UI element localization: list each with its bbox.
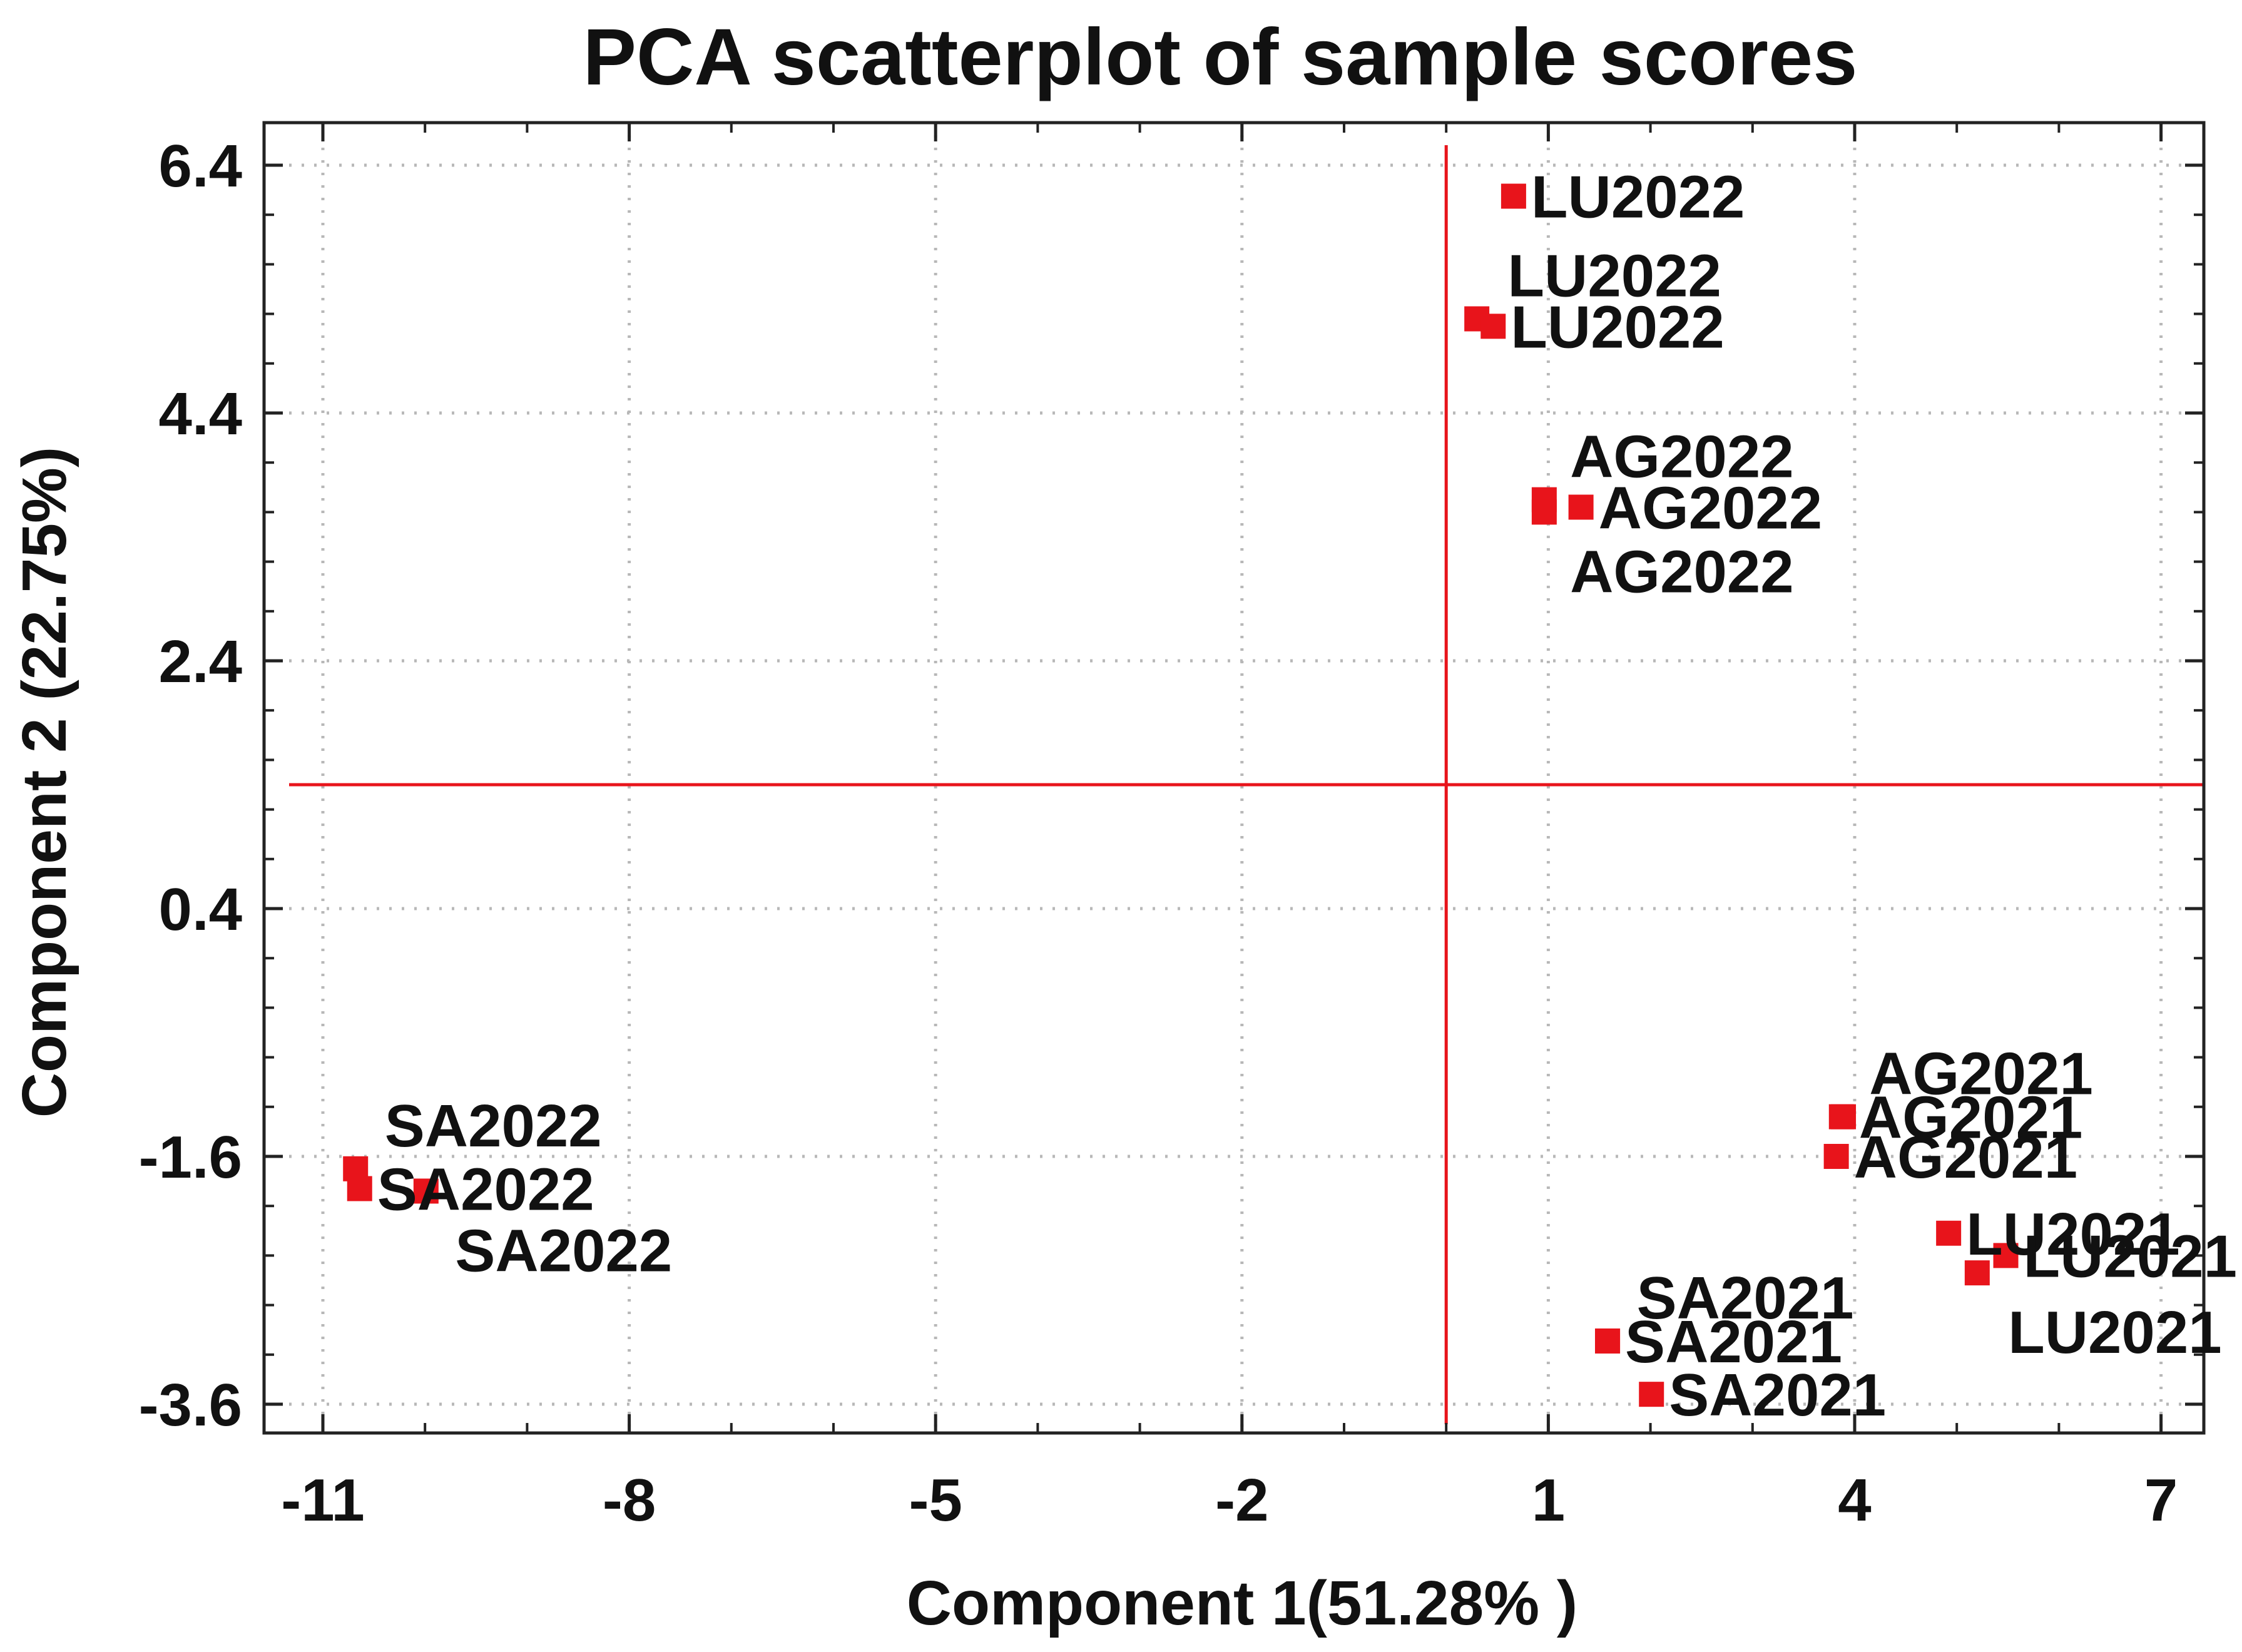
- point-label: SA2021: [1637, 1265, 1854, 1332]
- point-label: AG2021: [1869, 1041, 2093, 1108]
- point-label: AG2022: [1570, 424, 1794, 491]
- data-point: [347, 1176, 372, 1201]
- data-point: [1501, 183, 1526, 209]
- y-axis-title: Component 2 (22.75%): [9, 447, 79, 1118]
- y-tick-label: 0.4: [159, 876, 242, 943]
- point-label: SA2021: [1669, 1362, 1886, 1429]
- plot-frame: [262, 121, 2206, 1435]
- data-point: [1531, 499, 1557, 525]
- x-tick-label: 1: [1532, 1467, 1565, 1534]
- point-label: LU2021: [2008, 1299, 2222, 1366]
- x-tick-label: -5: [909, 1467, 962, 1534]
- point-label: SA2022: [385, 1093, 602, 1160]
- data-point: [1480, 314, 1506, 339]
- point-label: SA2022: [455, 1217, 672, 1284]
- point-label: SA2022: [377, 1156, 594, 1223]
- y-tick-label: 6.4: [159, 133, 242, 200]
- data-point: [1595, 1328, 1621, 1354]
- reference-lines: [289, 145, 2204, 1424]
- axis-ticks: -11 -8 -5 -2 1 4 7 -3.6 -1.6 0.4 2.4 4.4 6.4: [139, 123, 2204, 1534]
- data-point: [1568, 494, 1594, 520]
- chart-title: PCA scatterplot of sample scores: [583, 13, 1858, 102]
- y-tick-label: 4.4: [159, 380, 242, 447]
- grid-layer: [264, 123, 2204, 1433]
- point-label: LU2021: [1966, 1201, 2180, 1268]
- data-point: [1828, 1104, 1854, 1129]
- point-label: LU2022: [1511, 293, 1725, 360]
- data-point: [1639, 1382, 1664, 1407]
- x-tick-label: 4: [1838, 1467, 1871, 1534]
- y-tick-label: -3.6: [139, 1372, 242, 1439]
- y-tick-label: 2.4: [159, 628, 242, 695]
- data-point: [1823, 1144, 1849, 1169]
- x-tick-label: 7: [2144, 1467, 2178, 1534]
- x-tick-label: -2: [1215, 1467, 1268, 1534]
- point-label: LU2022: [1507, 243, 1721, 310]
- point-label: SA2021: [1625, 1308, 1842, 1375]
- data-point: [1993, 1243, 2019, 1268]
- data-point: [1936, 1220, 1962, 1246]
- data-point: [1964, 1260, 1990, 1286]
- point-labels-layer: LU2022LU2022LU2022AG2022AG2022AG2022SA20…: [377, 164, 2237, 1429]
- x-tick-label: -8: [603, 1467, 656, 1534]
- y-tick-label: -1.6: [139, 1124, 242, 1191]
- point-label: LU2021: [2024, 1223, 2238, 1290]
- point-label: AG2022: [1570, 538, 1794, 605]
- point-label: AG2021: [1854, 1124, 2078, 1191]
- point-label: LU2022: [1531, 164, 1745, 231]
- point-label: AG2022: [1599, 474, 1823, 541]
- data-point: [413, 1178, 439, 1204]
- point-label: AG2021: [1859, 1084, 2083, 1151]
- x-axis-title: Component 1(51.28% ): [907, 1568, 1577, 1638]
- x-tick-label: -11: [281, 1467, 364, 1534]
- points-layer: [343, 183, 2019, 1407]
